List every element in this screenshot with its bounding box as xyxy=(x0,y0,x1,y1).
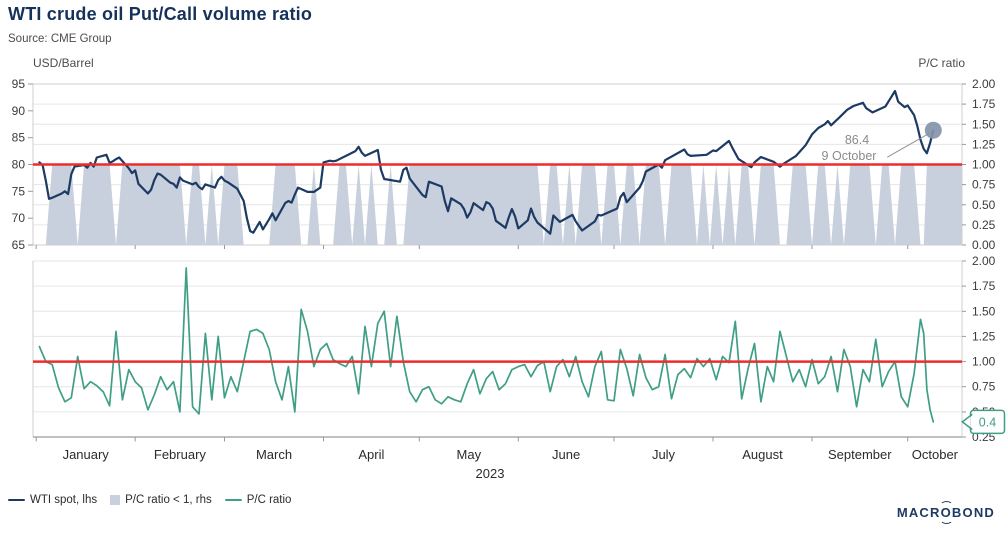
month-label: August xyxy=(742,447,783,462)
left-axis-title: USD/Barrel xyxy=(33,56,94,70)
right-axis-tick: 1.00 xyxy=(972,158,996,172)
pc-ratio-line xyxy=(38,267,935,423)
left-axis-tick: 70 xyxy=(12,211,26,225)
right-axis-tick: 0.50 xyxy=(972,198,996,212)
pc-band-swatch-icon xyxy=(110,495,121,505)
right-axis-tick: 0.25 xyxy=(972,218,996,232)
right-axis-tick: 1.50 xyxy=(972,117,996,131)
month-label: March xyxy=(256,447,292,462)
right-axis-tick: 1.75 xyxy=(972,97,996,111)
year-label: 2023 xyxy=(476,466,505,481)
left-axis-tick: 65 xyxy=(12,238,26,252)
left-axis-tick: 75 xyxy=(12,184,26,198)
left-axis-tick: 95 xyxy=(12,77,26,91)
month-label: February xyxy=(154,447,207,462)
right-axis-tick: 2.00 xyxy=(972,254,996,268)
month-label: October xyxy=(912,447,959,462)
legend-item-pc-band: P/C ratio < 1, rhs xyxy=(110,494,212,506)
legend-label: P/C ratio < 1, rhs xyxy=(125,494,212,506)
legend: WTI spot, lhs P/C ratio < 1, rhs P/C rat… xyxy=(8,494,291,506)
annotation-date: 9 October xyxy=(821,149,877,163)
annotation-value: 86.4 xyxy=(844,133,870,147)
right-axis-tick: 2.00 xyxy=(972,77,996,91)
right-axis-tick: 1.75 xyxy=(972,279,996,293)
page-title: WTI crude oil Put/Call volume ratio xyxy=(8,4,313,24)
legend-item-wti-spot: WTI spot, lhs xyxy=(8,494,97,506)
month-label: April xyxy=(358,447,384,462)
right-axis-tick: 1.25 xyxy=(972,137,996,151)
right-axis-tick: 0.00 xyxy=(972,238,996,252)
right-axis-tick: 1.25 xyxy=(972,329,996,343)
macrobond-logo: MACROBOND xyxy=(896,501,995,524)
right-axis-tick: 1.50 xyxy=(972,304,996,318)
legend-label: P/C ratio xyxy=(246,494,292,506)
left-axis-tick: 90 xyxy=(12,104,26,118)
pc-end-value-callout: 0.4 xyxy=(961,409,1006,435)
month-label: September xyxy=(828,447,892,462)
end-point-marker xyxy=(924,121,942,139)
svg-text:0.4: 0.4 xyxy=(979,415,996,429)
pc-below-1-band xyxy=(39,164,962,245)
source-label: Source: CME Group xyxy=(8,33,112,45)
logo-o-icon: O xyxy=(940,501,954,524)
right-axis-tick: 0.75 xyxy=(972,178,996,192)
annotation-connector xyxy=(887,131,932,158)
wti-spot-line xyxy=(38,89,935,235)
legend-item-pc-ratio: P/C ratio xyxy=(224,494,292,506)
month-label: July xyxy=(652,447,676,462)
month-label: June xyxy=(552,447,580,462)
month-label: January xyxy=(63,447,110,462)
right-axis-tick: 1.00 xyxy=(972,355,996,369)
legend-label: WTI spot, lhs xyxy=(30,494,98,506)
left-axis-tick: 80 xyxy=(12,158,26,172)
right-axis-tick: 0.75 xyxy=(972,380,996,394)
wti-line-swatch-icon xyxy=(8,498,25,502)
pc-line-swatch-icon xyxy=(224,498,242,502)
right-axis-title: P/C ratio xyxy=(918,56,965,70)
month-label: May xyxy=(457,447,482,462)
left-axis-tick: 85 xyxy=(12,131,26,145)
